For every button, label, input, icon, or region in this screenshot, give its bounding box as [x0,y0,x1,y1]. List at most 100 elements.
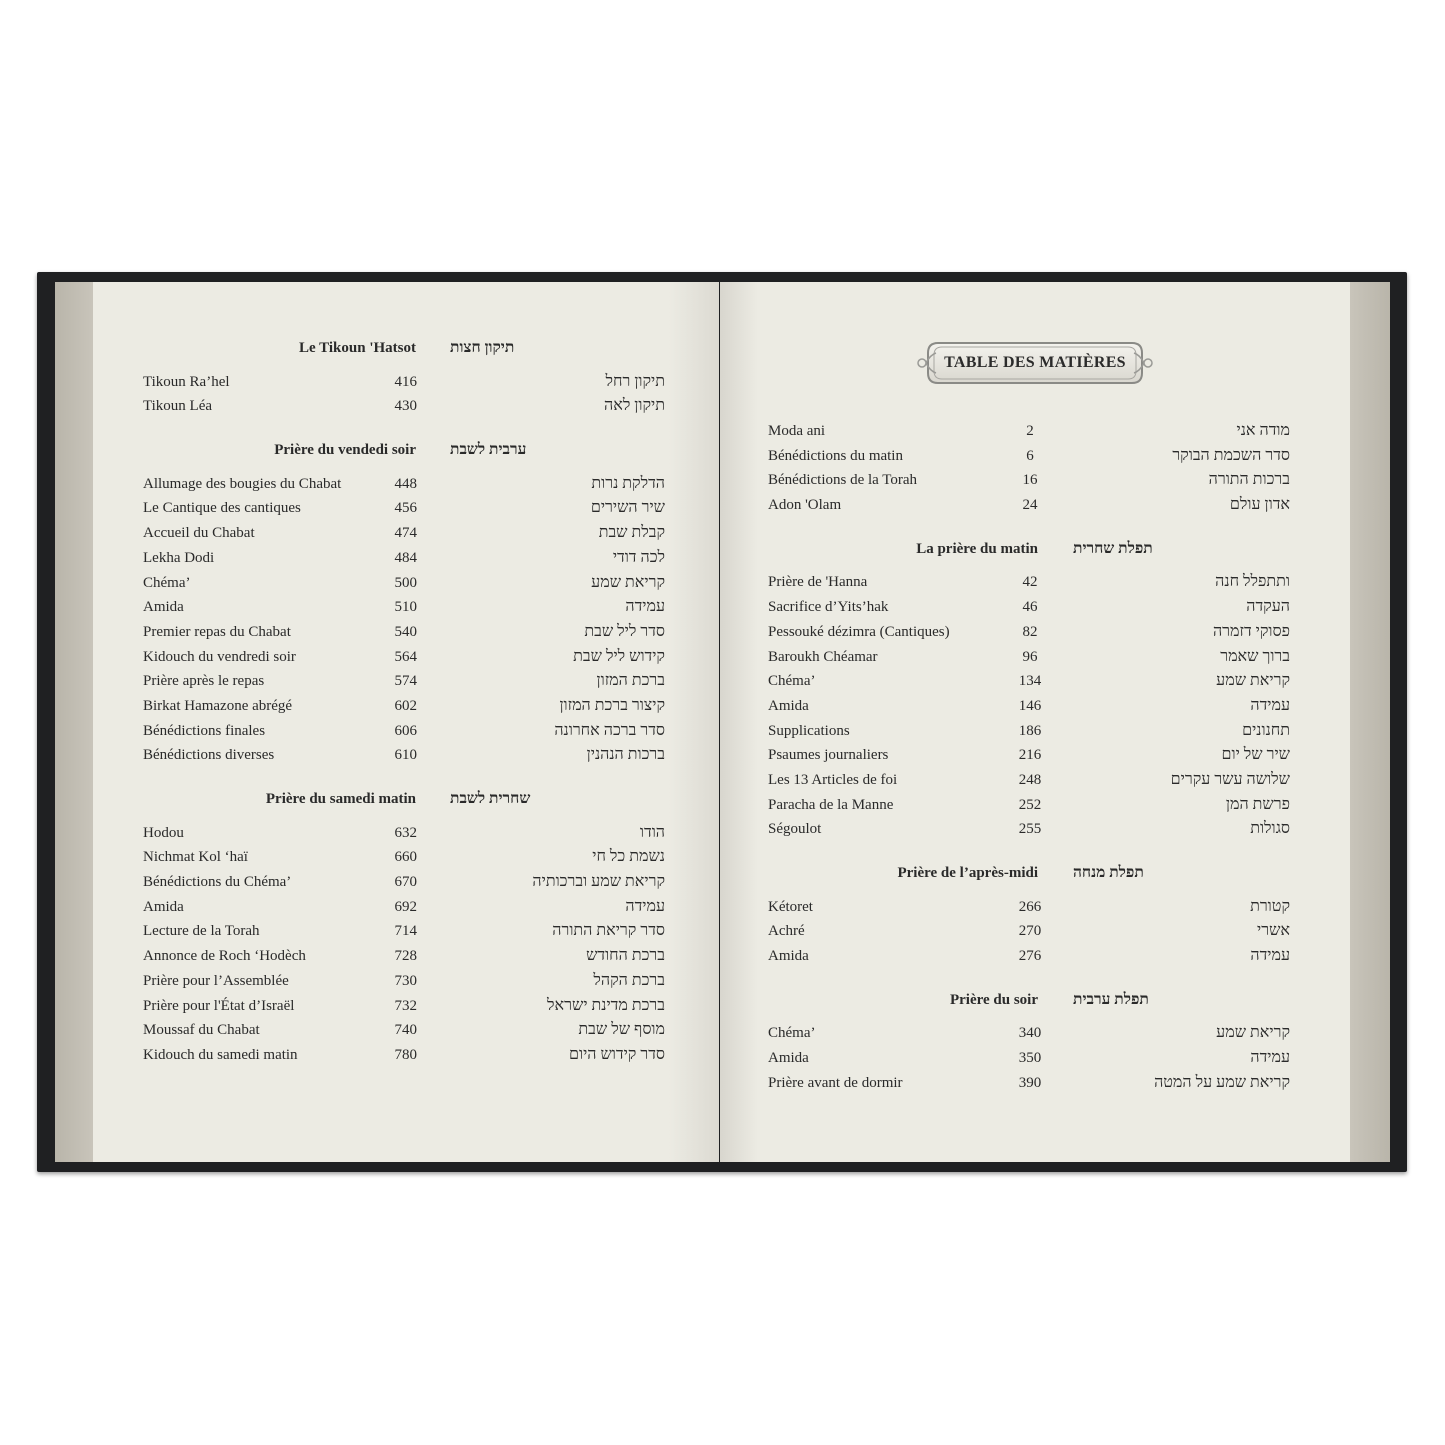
toc-entry: Bénédictions du Chéma’ 670 קריאת שמע וברכו… [143,870,665,895]
entry-title-fr: Bénédictions diverses [143,747,275,764]
entry-page-number: 728 [394,948,418,965]
entry-title-fr: Lekha Dodi [143,549,215,566]
entry-title-fr: Accueil du Chabat [143,525,255,542]
entry-page-number: 252 [1018,796,1042,813]
entry-title-fr: Sacrifice d’Yits’hak [768,599,889,616]
toc-entry: Prière avant de dormir 390 קריאת שמע על המ… [768,1071,1290,1096]
toc-entry: Pessouké dézimra (Cantiques) 82 פסוקי דזמר… [768,620,1290,645]
entry-page-number: 500 [394,574,418,591]
toc-entry: Allumage des bougies du Chabat 448 הדלקת נ… [143,472,665,497]
entry-page-number: 2 [1026,423,1034,439]
entry-title-he: שיר של יום [1221,746,1290,764]
toc-entry: Bénédictions de la Torah 16 ברכות התורה [768,468,1290,493]
entry-title-he: קריאת שמע וברכותיה [532,873,665,891]
entry-page-number: 740 [394,1022,418,1039]
entry-page-number: 610 [394,747,418,764]
entry-title-fr: Nichmat Kol ‘haï [143,849,248,866]
entry-title-fr: Tikoun Léa [143,398,213,415]
entry-title-fr: Prière avant de dormir [768,1074,903,1091]
entry-title-he: עמידה [1250,1049,1290,1067]
entry-title-fr: Allumage des bougies du Chabat [143,475,342,492]
toc-entry: Psaumes journaliers 216 שיר של יום [768,743,1290,768]
entry-page-number: 82 [1022,623,1038,640]
section-title-fr: Le Tikoun 'Hatsot [299,340,416,356]
toc-entry: Amida 350 עמידה [768,1046,1290,1071]
entry-page-number: 340 [1018,1025,1042,1042]
entry-title-fr: Annonce de Roch ‘Hodèch [143,948,306,965]
ornament-frame-icon [917,342,1153,384]
entry-title-fr: Bénédictions du Chéma’ [143,874,292,891]
entry-title-he: סגולות [1250,820,1290,838]
entry-title-he: קריאת שמע [591,573,665,591]
toc-entry: Amida 692 עמידה [143,895,665,920]
section-title-he: תיקון חצות [450,339,515,356]
toc-entry: Accueil du Chabat 474 קבלת שבת [143,521,665,546]
toc-entry: Moda ani 2 מודה אני [768,419,1290,444]
toc-entry: Ségoulot 255 סגולות [768,817,1290,842]
section-heading: Prière du soir תפלת ערבית [768,988,1290,1013]
entry-page-number: 474 [394,525,418,542]
entry-page-number: 606 [394,722,418,739]
toc-entry: Le Cantique des cantiques 456 שיר השירים [143,496,665,521]
toc-entry: Chéma’ 134 קריאת שמע [768,669,1290,694]
entry-title-he: קריאת שמע [1216,672,1290,690]
entry-title-fr: Bénédictions du matin [768,447,903,464]
entry-page-number: 714 [394,923,418,940]
entry-title-fr: Supplications [768,722,850,739]
toc-entry: Moussaf du Chabat 740 מוסף של שבת [143,1018,665,1043]
entry-page-number: 16 [1022,472,1038,489]
toc-entry: Birkat Hamazone abrégé 602 קיצור ברכת המזו… [143,694,665,719]
toc-entry: Prière de 'Hanna 42 ותתפלל חנה [768,570,1290,595]
entry-page-number: 730 [394,972,418,989]
entry-title-he: קטורת [1250,897,1290,915]
toc-section: Moda ani 2 מודה אני Bénédictions du matin 6 ס… [768,419,1290,518]
entry-title-he: סדר ברכה אחרונה [554,721,665,739]
section-heading: La prière du matin תפלת שחרית [768,537,1290,562]
entry-page-number: 46 [1022,599,1038,616]
entry-title-he: מוסף של שבת [578,1021,665,1039]
entry-title-fr: Hodou [143,824,184,841]
section-title-he: תפלת שחרית [1073,539,1153,557]
entry-title-he: ברכת הקהל [593,971,665,989]
entry-title-he: ברכות התורה [1208,471,1290,489]
entry-title-he: אדון עולם [1229,496,1290,514]
toc-section: Prière du soir תפלת ערבית Chéma’ 340 קריאת ש… [768,988,1290,1096]
entry-title-fr: Pessouké dézimra (Cantiques) [768,623,950,640]
right-page: TABLE DES MATIÈRES Moda ani 2 מודה אני Béné… [720,282,1350,1162]
entry-title-fr: Prière pour l'État d’Israël [143,997,295,1014]
entry-page-number: 255 [1018,821,1042,838]
toc-entry: Premier repas du Chabat 540 סדר ליל שבת [143,620,665,645]
entry-page-number: 416 [394,373,418,390]
entry-page-number: 510 [394,599,418,616]
section-title-he: שחרית לשבת [450,790,531,807]
entry-title-he: סדר ליל שבת [584,622,665,640]
toc-entry: Chéma’ 340 קריאת שמע [768,1021,1290,1046]
entry-title-he: שיר השירים [590,499,665,517]
entry-title-fr: Prière pour l’Assemblée [143,972,289,989]
toc-entry: Amida 510 עמידה [143,595,665,620]
entry-title-he: עמידה [625,598,665,616]
entry-page-number: 146 [1018,697,1042,714]
section-heading: Prière du samedi matin שחרית לשבת [143,787,665,812]
entry-page-number: 276 [1018,948,1042,965]
entry-title-he: קריאת שמע על המטה [1154,1073,1290,1091]
entry-title-fr: Les 13 Articles de foi [768,771,898,788]
toc-entry: Baroukh Chéamar 96 ברוך שאמר [768,645,1290,670]
toc-entry: Bénédictions du matin 6 סדר השכמת הבוקר [768,444,1290,469]
toc-entry: Kétoret 266 קטורת [768,895,1290,920]
entry-title-he: תיקון לאה [604,397,665,415]
entry-page-number: 24 [1022,497,1038,514]
entry-title-fr: Chéma’ [143,574,191,591]
section-title-he: תפלת ערבית [1073,990,1149,1008]
entry-title-fr: Bénédictions de la Torah [768,472,918,489]
entry-page-number: 780 [394,1046,418,1063]
entry-page-number: 6 [1026,447,1034,464]
entry-title-he: מודה אני [1236,422,1290,439]
toc-entry: Tikoun Léa 430 תיקון לאה [143,394,665,419]
entry-title-fr: Prière après le repas [143,673,265,690]
toc-entry: Bénédictions finales 606 סדר ברכה אחרונה [143,719,665,744]
toc-entry: Hodou 632 הודו [143,821,665,846]
entry-title-he: לכה דודי [612,548,665,566]
entry-page-number: 448 [394,475,418,492]
entry-title-he: סדר קידוש היום [568,1045,665,1063]
